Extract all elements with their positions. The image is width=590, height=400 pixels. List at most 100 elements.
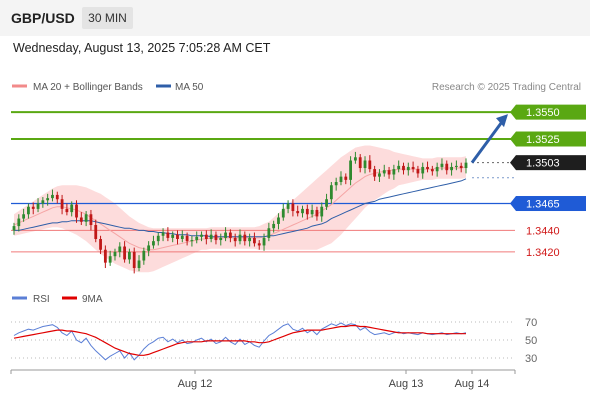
rsi-line	[13, 322, 467, 361]
timeframe-badge[interactable]: 30 MIN	[82, 7, 133, 29]
candle-body	[75, 204, 78, 218]
candle-body	[161, 232, 165, 236]
candle	[123, 241, 126, 263]
candle-body	[402, 165, 405, 171]
candle	[113, 248, 117, 261]
candle	[156, 232, 160, 246]
level-label-text: 1.3525	[526, 134, 560, 146]
rsi-tick-30: 30	[525, 353, 537, 365]
candle	[204, 230, 208, 245]
candle-body	[70, 204, 74, 213]
candle-body	[219, 237, 223, 241]
candle	[272, 220, 276, 233]
candle	[392, 164, 396, 180]
rsi-tick-70: 70	[525, 317, 537, 329]
candle-body	[137, 260, 141, 269]
candle	[89, 209, 93, 231]
candle-body	[31, 206, 35, 209]
candle-body	[344, 176, 348, 180]
candle-body	[315, 209, 319, 217]
candle	[161, 228, 165, 242]
candle-body	[358, 157, 362, 169]
candle-body	[329, 185, 333, 200]
candle	[296, 205, 300, 217]
candle-body	[459, 165, 463, 169]
x-tick-label: Aug 14	[455, 378, 490, 390]
candle	[51, 189, 54, 202]
rsi-panel: 70 50 30	[11, 317, 537, 365]
candle-body	[147, 245, 151, 251]
candle-body	[238, 234, 242, 242]
candle-body	[257, 243, 261, 246]
candle-body	[430, 169, 434, 172]
candle	[248, 233, 252, 247]
candle-body	[152, 241, 155, 246]
rsi-legend-label: RSI	[33, 294, 50, 305]
bollinger-band-layer	[14, 145, 466, 273]
candle	[454, 160, 458, 171]
candle	[36, 198, 40, 213]
copyright-label: Research © 2025 Trading Central	[432, 82, 581, 93]
ma20-legend-label: MA 20 + Bollinger Bands	[33, 82, 143, 93]
x-tick-label: Aug 12	[178, 378, 213, 390]
candle-body	[41, 200, 45, 204]
candle-body	[272, 223, 276, 229]
candle-body	[36, 203, 40, 209]
candle	[46, 193, 50, 206]
candle	[378, 169, 381, 183]
candle-body	[291, 203, 295, 212]
candle	[368, 155, 372, 173]
candle-body	[27, 206, 30, 215]
candle	[224, 227, 227, 242]
ma9-legend-label: 9MA	[82, 294, 103, 305]
level-label-text: 1.3440	[526, 225, 560, 237]
candle	[445, 160, 449, 175]
candle	[464, 158, 468, 174]
candle-body	[440, 163, 444, 167]
candle-body	[22, 214, 26, 219]
level-label-1-3550: 1.3550	[510, 104, 586, 120]
candle	[262, 233, 266, 251]
candle-body	[310, 209, 314, 215]
level-label-1-3503: 1.3503	[510, 155, 586, 171]
candle	[84, 211, 88, 227]
candle	[301, 205, 304, 218]
candle-body	[156, 235, 160, 242]
candle-body	[176, 234, 179, 239]
level-label-text: 1.3465	[526, 199, 560, 211]
candle	[238, 229, 242, 245]
candle-body	[387, 170, 391, 175]
candle-body	[450, 166, 453, 171]
candle	[363, 156, 367, 174]
candle-body	[17, 218, 21, 227]
candle	[382, 164, 386, 177]
candle-body	[89, 214, 93, 226]
candle-body	[204, 234, 208, 239]
candle	[286, 200, 290, 214]
candle-body	[305, 208, 309, 215]
candle	[243, 231, 247, 246]
ma9-line	[13, 325, 466, 356]
candle	[185, 232, 189, 246]
candle	[411, 161, 415, 173]
candle-body	[368, 160, 372, 170]
candle-body	[382, 170, 386, 174]
candle-body	[185, 235, 189, 242]
ma50-legend-label: MA 50	[175, 82, 204, 93]
level-label-pointer	[510, 196, 516, 212]
candle-body	[454, 165, 458, 167]
candle-body	[397, 165, 401, 170]
candle	[435, 162, 439, 177]
candle	[402, 162, 405, 175]
candle-body	[132, 251, 136, 269]
level-label-box	[516, 131, 586, 147]
candle-body	[123, 246, 126, 260]
candle-body	[118, 246, 122, 252]
candle	[339, 171, 343, 186]
candle	[291, 199, 295, 217]
candle-body	[214, 234, 218, 241]
projection-arrow-head	[496, 114, 508, 128]
candle-body	[190, 240, 194, 242]
candle	[137, 255, 141, 272]
